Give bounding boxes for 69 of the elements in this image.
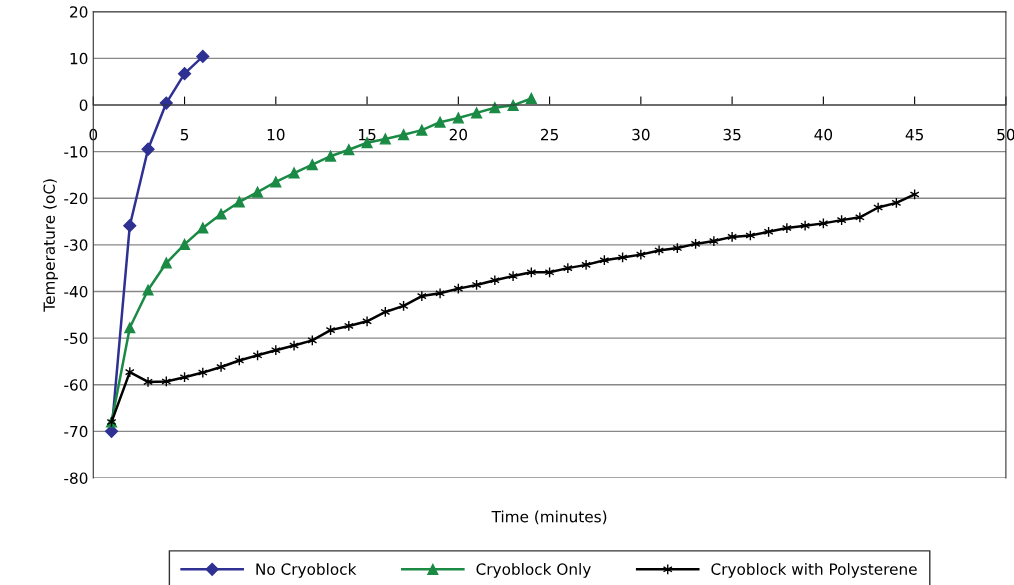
point (654, 244, 665, 256)
point (362, 315, 372, 327)
y-tick-label: -60 (64, 379, 88, 391)
point (123, 219, 137, 233)
legend-label: No Cryoblock (256, 563, 357, 578)
y-tick-label: -80 (64, 472, 88, 484)
point (216, 361, 226, 373)
y-tick-label: -40 (64, 285, 88, 298)
x-tick-label: 20 (449, 128, 468, 141)
point (781, 222, 792, 234)
point (508, 270, 518, 282)
point (177, 67, 192, 81)
point (215, 208, 227, 220)
point (124, 322, 136, 334)
point (288, 167, 300, 179)
point (873, 201, 884, 214)
point (143, 376, 153, 388)
point (471, 107, 483, 119)
point (270, 344, 281, 356)
point (251, 186, 264, 198)
point (233, 196, 245, 208)
legend-label: Cryoblock with Polysterene (711, 563, 917, 578)
point (727, 231, 738, 243)
y-tick-label: -10 (64, 146, 88, 158)
point (197, 222, 209, 234)
point (141, 142, 155, 156)
x-tick-label: 35 (723, 128, 741, 141)
point (708, 235, 719, 247)
point (416, 290, 427, 302)
y-tick-label: -30 (64, 239, 88, 251)
y-tick-label: -70 (64, 425, 88, 438)
y-tick-label: -50 (64, 332, 88, 345)
x-tick-label: 10 (267, 128, 285, 141)
y-tick-label: 20 (70, 6, 88, 18)
point (562, 262, 573, 274)
point (343, 144, 355, 156)
point (325, 150, 337, 162)
x-tick-label: 25 (540, 128, 558, 141)
point (160, 257, 172, 269)
point (452, 112, 464, 124)
x-tick-label: 40 (814, 128, 833, 141)
point (581, 259, 591, 271)
point (416, 124, 428, 136)
point (854, 211, 865, 223)
x-tick-label: 15 (359, 129, 376, 141)
point (398, 129, 410, 141)
y-tick-label: 10 (70, 52, 88, 65)
point (196, 49, 210, 64)
point (270, 176, 282, 188)
point (142, 284, 154, 296)
point (178, 238, 191, 250)
y-tick-label: 0 (79, 99, 88, 111)
point (525, 92, 537, 104)
legend-label: Cryoblock Only (476, 563, 591, 578)
x-tick-label: 5 (180, 129, 189, 141)
x-tick-label: 45 (905, 129, 924, 141)
x-tick-label: 50 (997, 128, 1014, 141)
point (635, 249, 646, 261)
point (435, 287, 445, 299)
point (489, 274, 500, 286)
point (343, 320, 354, 332)
y-axis-title: Temperature (oC) (43, 179, 58, 312)
x-axis-title: Time (minutes) (491, 510, 607, 525)
point (434, 116, 446, 128)
x-tick-label: 30 (632, 128, 650, 141)
y-tick-label: -20 (64, 192, 88, 205)
point (306, 159, 318, 171)
point (800, 220, 811, 232)
point (379, 133, 391, 145)
